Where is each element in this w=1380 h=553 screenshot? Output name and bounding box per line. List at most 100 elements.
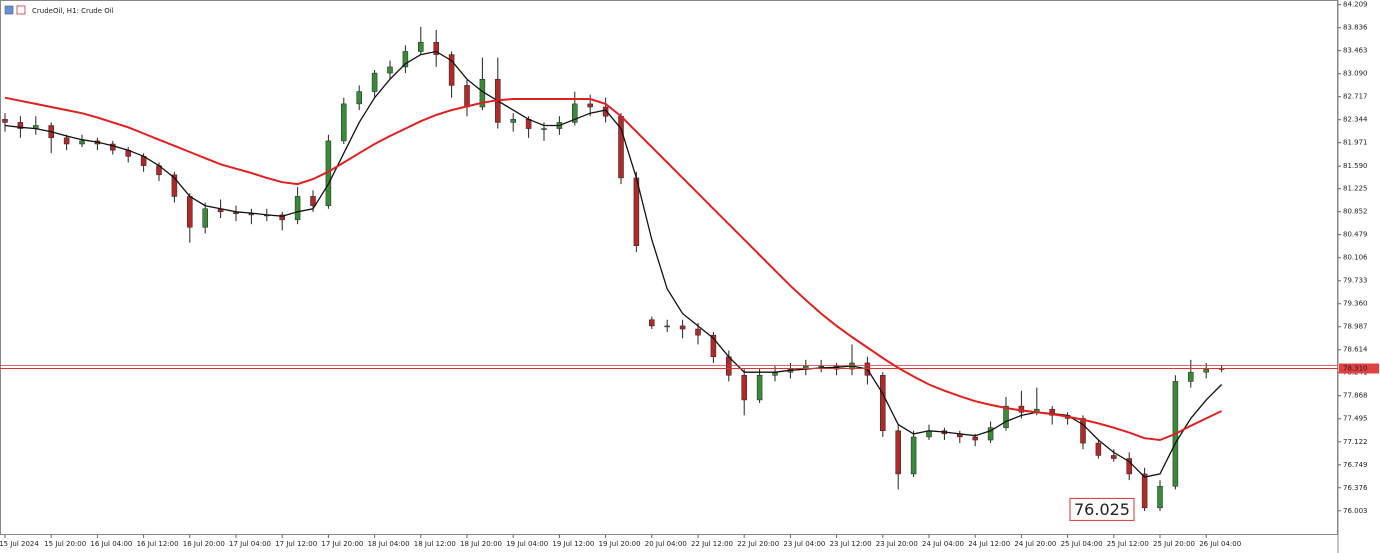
x-tick-label: 16 Jul 12:00 bbox=[137, 540, 179, 548]
candle-body bbox=[649, 319, 655, 327]
candle-body bbox=[679, 325, 686, 330]
candle-body bbox=[448, 54, 455, 86]
candle-body bbox=[1188, 371, 1194, 382]
y-tick-label: 76.376 bbox=[1343, 484, 1368, 492]
x-tick-label: 19 Jul 20:00 bbox=[599, 540, 641, 548]
candle-body bbox=[818, 365, 824, 368]
x-tick-label: 18 Jul 12:00 bbox=[414, 540, 456, 548]
y-tick-label: 76.003 bbox=[1343, 507, 1368, 515]
candle-body bbox=[895, 430, 901, 475]
y-tick-label: 81.590 bbox=[1343, 162, 1368, 170]
candle-body bbox=[587, 103, 593, 108]
candle-body bbox=[2, 119, 8, 123]
candle-body bbox=[371, 72, 378, 92]
x-tick-label: 22 Jul 12:00 bbox=[691, 540, 733, 548]
candle-body bbox=[726, 356, 732, 376]
candle-body bbox=[1049, 408, 1055, 416]
y-tick-label: 79.360 bbox=[1343, 300, 1368, 308]
candle-body bbox=[202, 208, 208, 228]
y-tick-label: 83.090 bbox=[1343, 70, 1368, 78]
plot-frame bbox=[0, 0, 1338, 535]
x-tick-label: 24 Jul 12:00 bbox=[968, 540, 1010, 548]
x-tick-label: 24 Jul 04:00 bbox=[922, 540, 964, 548]
candle-body bbox=[910, 436, 917, 475]
y-tick-label: 80.479 bbox=[1343, 231, 1368, 239]
x-tick-label: 17 Jul 12:00 bbox=[275, 540, 317, 548]
y-tick-label: 84.209 bbox=[1343, 1, 1368, 9]
chart-title: CrudeOil, H1: Crude Oil bbox=[32, 7, 114, 15]
candle-body bbox=[1141, 473, 1148, 509]
candle-body bbox=[464, 85, 470, 108]
x-tick-label: 22 Jul 20:00 bbox=[737, 540, 779, 548]
candle-body bbox=[171, 174, 178, 197]
x-tick-label: 16 Jul 04:00 bbox=[90, 540, 132, 548]
candle-body bbox=[63, 137, 70, 145]
x-tick-label: 15 Jul 20:00 bbox=[44, 540, 86, 548]
y-tick-label: 82.344 bbox=[1343, 116, 1368, 124]
price-label-box bbox=[1339, 363, 1379, 374]
y-tick-label: 80.852 bbox=[1343, 208, 1368, 216]
candle-body bbox=[741, 375, 747, 401]
x-tick-label: 15 Jul 2024 bbox=[0, 540, 39, 548]
candle-body bbox=[387, 66, 393, 74]
x-tick-label: 26 Jul 04:00 bbox=[1199, 540, 1241, 548]
candle-body bbox=[294, 196, 301, 221]
candle-body bbox=[356, 91, 362, 105]
moving-average-line bbox=[4, 96, 1223, 442]
candle-body bbox=[1080, 418, 1086, 444]
annotation-box bbox=[1069, 497, 1135, 521]
candle-body bbox=[987, 427, 994, 441]
y-tick-label: 81.225 bbox=[1343, 185, 1368, 193]
candle-body bbox=[756, 375, 763, 401]
candle-body bbox=[1003, 405, 1009, 428]
x-tick-label: 16 Jul 20:00 bbox=[183, 540, 225, 548]
candle-body bbox=[1111, 455, 1117, 459]
candle-body bbox=[710, 334, 717, 358]
y-tick-label: 78.987 bbox=[1343, 323, 1368, 331]
candle-body bbox=[572, 103, 578, 123]
candle-body bbox=[341, 103, 347, 142]
x-tick-label: 17 Jul 04:00 bbox=[229, 540, 271, 548]
x-tick-label: 25 Jul 04:00 bbox=[1061, 540, 1103, 548]
x-tick-label: 23 Jul 04:00 bbox=[783, 540, 825, 548]
candle-body bbox=[79, 140, 85, 145]
candle-body bbox=[664, 325, 670, 328]
y-tick-label: 81.971 bbox=[1343, 139, 1368, 147]
annotation-label: 76.025 bbox=[1074, 500, 1130, 519]
x-tick-label: 18 Jul 04:00 bbox=[368, 540, 410, 548]
y-tick-label: 76.749 bbox=[1343, 461, 1368, 469]
candle-body bbox=[418, 41, 424, 52]
candle-body bbox=[541, 128, 547, 130]
candle-body bbox=[695, 328, 701, 336]
y-tick-label: 78.614 bbox=[1343, 346, 1368, 354]
candle-body bbox=[279, 214, 285, 221]
x-tick-label: 23 Jul 12:00 bbox=[830, 540, 872, 548]
candle-body bbox=[1157, 486, 1163, 509]
symbol-icon bbox=[4, 5, 26, 15]
x-tick-label: 19 Jul 04:00 bbox=[506, 540, 548, 548]
y-tick-label: 80.106 bbox=[1343, 254, 1368, 262]
y-tick-label: 77.122 bbox=[1343, 438, 1368, 446]
candle-body bbox=[1203, 368, 1209, 373]
y-tick-label: 83.836 bbox=[1343, 24, 1368, 32]
candle-body bbox=[880, 375, 886, 432]
candle-body bbox=[633, 177, 640, 247]
candle-body bbox=[602, 106, 609, 117]
x-tick-label: 24 Jul 20:00 bbox=[1014, 540, 1056, 548]
price-label: 78.310 bbox=[1343, 364, 1368, 372]
x-tick-label: 23 Jul 20:00 bbox=[876, 540, 918, 548]
candle-body bbox=[310, 196, 316, 206]
x-tick-label: 18 Jul 20:00 bbox=[460, 540, 502, 548]
candle-body bbox=[1126, 458, 1132, 475]
candle-body bbox=[525, 119, 532, 129]
x-tick-label: 17 Jul 20:00 bbox=[321, 540, 363, 548]
y-tick-label: 79.733 bbox=[1343, 277, 1368, 285]
candle-body bbox=[17, 122, 24, 129]
candle-body bbox=[187, 196, 193, 228]
candle-body bbox=[402, 51, 409, 68]
y-tick-label: 77.868 bbox=[1343, 392, 1368, 400]
y-tick-label: 82.717 bbox=[1343, 93, 1368, 101]
candle-body bbox=[510, 119, 516, 123]
candle-body bbox=[972, 436, 978, 441]
